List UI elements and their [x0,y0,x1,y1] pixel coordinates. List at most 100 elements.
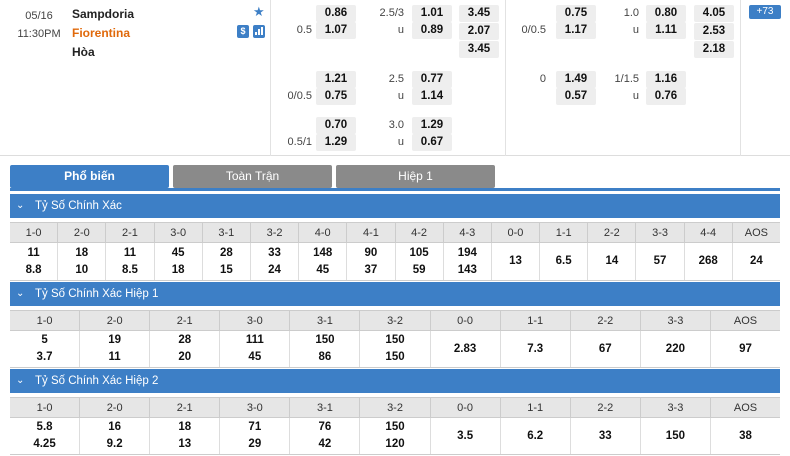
score-odd[interactable]: 8.5 [121,263,138,276]
score-odd[interactable]: 120 [385,438,405,450]
score-odd[interactable]: 13 [178,438,192,450]
score-odd[interactable]: 150 [385,334,405,346]
tab-popular[interactable]: Phổ biến [10,165,169,188]
handicap-away-odd[interactable]: 1.29 [316,134,356,151]
h1-handicap-home-odd[interactable]: 0.75 [556,5,596,22]
score-odd[interactable]: 194 [457,246,477,259]
score-odd-cell[interactable]: 16 9.2 [80,418,151,454]
score-odd[interactable]: 3.7 [36,351,53,363]
score-odd[interactable]: 67 [598,342,612,355]
over-odd[interactable]: 1.01 [412,5,452,22]
score-odd[interactable]: 33 [598,429,612,442]
h1-under-odd[interactable]: 0.76 [646,88,686,105]
score-odd-cell[interactable]: 18 13 [150,418,221,454]
score-odd[interactable]: 76 [318,421,332,433]
score-odd[interactable]: 111 [245,334,264,346]
score-odd-cell[interactable]: 7.3 [501,331,571,367]
score-odd[interactable]: 37 [364,263,378,276]
under-odd[interactable]: 0.89 [412,22,452,39]
ft-1x2-odd[interactable]: 3.45 [459,5,499,22]
score-odd-cell[interactable]: 38 [711,418,780,454]
score-odd-cell[interactable]: 24 [733,243,780,280]
score-odd[interactable]: 150 [665,429,685,442]
chevron-down-icon[interactable]: ⌄ [16,200,25,211]
away-team[interactable]: Fiorentina [72,26,131,40]
score-odd[interactable]: 10 [75,263,89,276]
score-odd[interactable]: 150 [385,421,405,433]
score-odd[interactable]: 24 [750,255,763,267]
score-odd[interactable]: 143 [457,263,477,276]
score-odd-cell[interactable]: 19 11 [80,331,151,367]
score-odd[interactable]: 18 [178,421,192,433]
score-odd[interactable]: 11 [108,351,121,363]
score-odd[interactable]: 150 [315,334,335,346]
score-odd[interactable]: 5 [41,334,48,346]
stats-chart-icon[interactable] [253,25,265,38]
score-odd-cell[interactable]: 97 [711,331,780,367]
score-odd[interactable]: 15 [219,263,233,276]
score-odd-cell[interactable]: 76 42 [290,418,361,454]
score-odd-cell[interactable]: 150 [641,418,711,454]
score-odd[interactable]: 90 [364,246,378,259]
score-odd-cell[interactable]: 105 59 [396,243,444,280]
score-odd-cell[interactable]: 3.5 [431,418,501,454]
tab-full-match[interactable]: Toàn Trận [173,165,332,188]
ft-1x2-odd[interactable]: 2.07 [459,23,499,40]
score-odd-cell[interactable]: 11 8.8 [10,243,59,280]
score-odd[interactable]: 11 [27,246,40,259]
section-header[interactable]: ⌄ Tỷ Số Chính Xác Hiệp 1 [10,282,780,306]
score-odd[interactable]: 5.8 [36,421,53,433]
h1-1x2-odd[interactable]: 2.18 [694,41,734,58]
score-odd[interactable]: 86 [318,351,332,363]
score-odd[interactable]: 28 [219,246,233,259]
score-odd[interactable]: 2.83 [453,342,477,355]
h1-over-odd[interactable]: 0.80 [646,5,686,22]
score-odd-cell[interactable]: 111 45 [220,331,291,367]
score-odd[interactable]: 148 [313,246,333,259]
score-odd[interactable]: 11 [123,246,137,259]
score-odd[interactable]: 18 [75,246,89,259]
score-odd[interactable]: 59 [412,263,426,276]
score-odd[interactable]: 7.3 [527,342,544,355]
score-odd[interactable]: 57 [653,255,667,267]
score-odd-cell[interactable]: 268 [685,243,733,280]
score-odd-cell[interactable]: 150 150 [360,331,431,367]
under-odd[interactable]: 1.14 [412,88,452,105]
score-odd[interactable]: 3.5 [457,429,474,442]
home-team[interactable]: Sampdoria [72,7,135,21]
score-odd-cell[interactable]: 45 18 [155,243,203,280]
score-odd[interactable]: 45 [248,351,262,363]
score-odd-cell[interactable]: 67 [571,331,641,367]
score-odd-cell[interactable]: 33 [571,418,641,454]
score-odd-cell[interactable]: 5 3.7 [10,331,81,367]
score-odd[interactable]: 19 [108,334,122,346]
score-odd-cell[interactable]: 13 [492,243,541,280]
handicap-home-odd[interactable]: 0.86 [316,5,356,22]
score-odd[interactable]: 29 [248,438,262,450]
score-odd-cell[interactable]: 220 [641,331,711,367]
score-odd[interactable]: 71 [248,421,262,433]
more-markets-button[interactable]: +73 [749,5,781,19]
section-header[interactable]: ⌄ Tỷ Số Chính Xác Hiệp 2 [10,369,780,393]
score-odd[interactable]: 33 [268,246,281,259]
score-odd[interactable]: 45 [316,263,330,276]
score-odd[interactable]: 220 [665,342,685,355]
score-odd[interactable]: 4.25 [33,438,56,450]
score-odd-cell[interactable]: 57 [636,243,685,280]
chevron-down-icon[interactable]: ⌄ [16,375,25,386]
h1-under-odd[interactable]: 1.11 [646,22,686,39]
score-odd[interactable]: 8.8 [25,263,42,276]
h1-handicap-away-odd[interactable]: 1.17 [556,22,596,39]
handicap-home-odd[interactable]: 1.21 [316,71,356,88]
favorite-star-icon[interactable]: ★ [253,4,265,19]
score-odd-cell[interactable]: 150 120 [360,418,431,454]
score-odd[interactable]: 16 [108,421,122,433]
score-odd-cell[interactable]: 28 15 [203,243,251,280]
dollar-icon[interactable]: $ [237,25,249,38]
ft-1x2-odd[interactable]: 3.45 [459,41,499,58]
h1-over-odd[interactable]: 1.16 [646,71,686,88]
score-odd-cell[interactable]: 150 86 [290,331,361,367]
score-odd[interactable]: 24 [268,263,281,276]
score-odd[interactable]: 14 [605,255,619,267]
score-odd-cell[interactable]: 2.83 [431,331,501,367]
